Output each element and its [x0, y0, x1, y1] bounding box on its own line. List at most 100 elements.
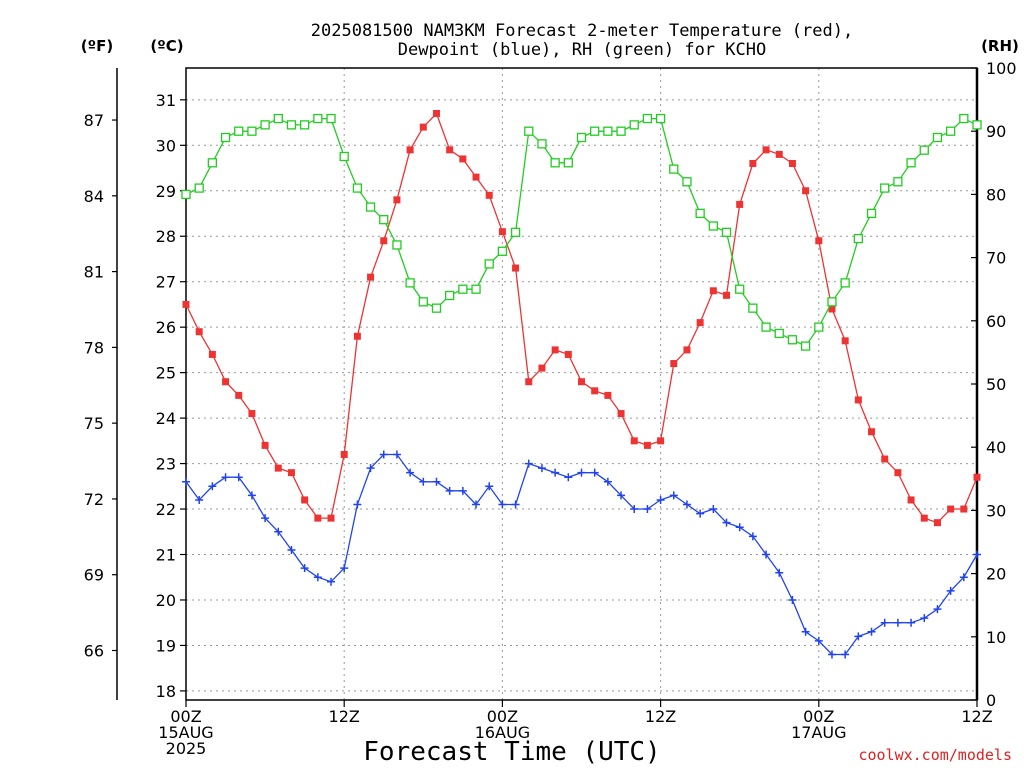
rh-tick-label: 40	[986, 438, 1006, 457]
rh-tick-label: 60	[986, 312, 1006, 331]
dewpoint-point	[669, 491, 678, 500]
rh-tick-label: 70	[986, 249, 1006, 268]
fahrenheit-tick-label: 81	[84, 263, 104, 282]
dewpoint-point	[366, 464, 375, 473]
rh-point	[418, 297, 428, 307]
temperature-point	[419, 123, 427, 131]
temperature-point	[762, 146, 770, 154]
temperature-point	[657, 437, 665, 445]
axis-tick-labels: 18 19 20 21 22 23 24 25 26 27 28 29 30 31 66 69 72 75 78 81…	[84, 59, 1017, 758]
dewpoint-point	[827, 650, 836, 659]
rh-point	[919, 145, 929, 155]
temperature-point	[485, 191, 493, 199]
temperature-point	[960, 505, 968, 513]
dewpoint-point	[195, 495, 204, 504]
x-tick-label: 00Z	[170, 707, 201, 726]
dewpoint-point	[208, 482, 217, 491]
temperature-point	[920, 514, 928, 522]
rh-point	[629, 120, 639, 130]
dewpoint-point	[682, 500, 691, 509]
rh-point	[484, 259, 494, 269]
rh-point	[880, 183, 890, 193]
rh-point	[682, 177, 692, 187]
dewpoint-point	[893, 618, 902, 627]
source-credit: coolwx.com/models	[858, 746, 1012, 764]
temperature-point	[683, 346, 691, 354]
rh-point	[445, 290, 455, 301]
temperature-point	[907, 496, 915, 504]
rh-point	[405, 278, 415, 288]
x-tick-label: 00Z	[803, 707, 834, 726]
temperature-point	[380, 237, 388, 245]
rh-point	[827, 297, 837, 307]
temperature-point	[868, 428, 876, 436]
dewpoint-point	[973, 550, 981, 559]
celsius-tick-label: 22	[156, 500, 176, 519]
rh-point	[695, 208, 705, 219]
temperature-point	[947, 505, 955, 513]
x-tick-label: 12Z	[645, 707, 676, 726]
fahrenheit-tick-label: 72	[84, 490, 104, 509]
rh-point	[721, 227, 732, 237]
rh-point	[220, 132, 231, 143]
rh-point	[339, 151, 349, 162]
temperature-point	[643, 441, 651, 449]
rh-point	[299, 120, 310, 130]
dewpoint-point	[261, 514, 270, 523]
temperature-point	[802, 187, 810, 195]
temperature-point	[406, 146, 414, 154]
rh-tick-label: 80	[986, 185, 1006, 204]
celsius-tick-label: 24	[156, 409, 176, 428]
rh-point	[708, 221, 718, 231]
rh-point	[814, 322, 824, 332]
temperature-point	[815, 237, 823, 245]
dewpoint-point	[959, 573, 968, 582]
dewpoint-point	[801, 627, 810, 636]
rh-tick-label: 0	[986, 691, 996, 710]
dewpoint-point	[656, 495, 665, 504]
temperature-point	[696, 319, 704, 327]
temperature-point	[538, 364, 546, 372]
rh-point	[642, 113, 653, 124]
rh-point	[787, 335, 798, 345]
dewpoint-point	[498, 500, 507, 509]
rh-point	[616, 126, 626, 136]
temperature-point	[393, 196, 401, 204]
dewpoint-point	[340, 564, 349, 573]
temperature-point	[472, 173, 480, 181]
temperature-point	[248, 410, 256, 418]
rh-tick-label: 30	[986, 501, 1006, 520]
dewpoint-point	[458, 486, 467, 495]
temperature-point	[182, 300, 190, 308]
temperature-point	[578, 378, 585, 386]
dewpoint-point	[537, 464, 546, 473]
rh-tick-label: 90	[986, 122, 1006, 141]
dewpoint-point	[933, 605, 942, 614]
celsius-tick-label: 19	[156, 636, 176, 655]
temperature-point	[222, 378, 230, 386]
rh-point	[959, 113, 969, 124]
dewpoint-point	[577, 468, 586, 477]
rh-point	[365, 202, 376, 212]
rh-point	[735, 284, 745, 294]
dewpoint-point	[735, 523, 744, 532]
rh-unit-label: (RH)	[981, 37, 1019, 55]
rh-point	[194, 183, 204, 193]
dewpoint-point	[327, 577, 336, 586]
fahrenheit-tick-label: 87	[84, 111, 104, 130]
rh-point	[260, 120, 270, 130]
dewpoint-point	[775, 568, 784, 577]
dewpoint-point	[603, 477, 612, 486]
dewpoint-point	[432, 477, 441, 486]
chart-title-line-1: 2025081500 NAM3KM Forecast 2-meter Tempe…	[311, 21, 853, 41]
dewpoint-point	[472, 500, 481, 509]
temperature-point	[841, 337, 849, 345]
rh-point	[537, 139, 547, 149]
temperature-point	[775, 150, 783, 158]
celsius-tick-label: 28	[156, 227, 176, 246]
rh-point	[774, 328, 784, 339]
celsius-tick-label: 30	[156, 136, 176, 155]
temperature-point	[973, 473, 981, 481]
